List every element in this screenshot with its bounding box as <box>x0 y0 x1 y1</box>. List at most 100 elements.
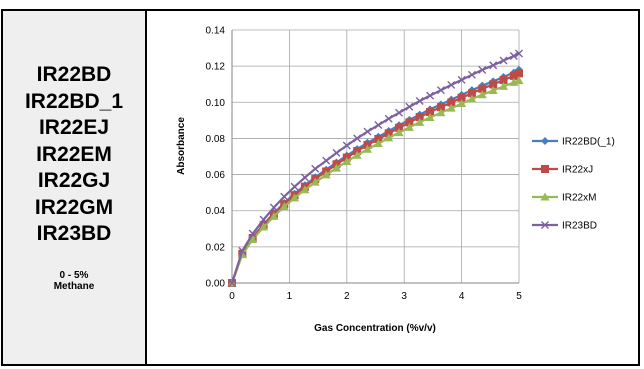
data-point <box>259 215 268 224</box>
data-point <box>332 148 341 157</box>
data-point <box>384 114 393 123</box>
x-axis-label: Gas Concentration (%v/v) <box>314 323 436 334</box>
data-point <box>238 246 247 255</box>
chart-area: 0.00 0.02 0.04 0.06 0.08 0.10 0.12 0.14 0 1 2 3 4 5 I… <box>147 11 640 364</box>
y-tick-label: 0.02 <box>206 242 226 253</box>
model-label: IR22EJ <box>38 116 110 139</box>
data-point <box>228 279 236 287</box>
model-label: IR22BD_1 <box>24 89 124 113</box>
data-point <box>331 163 341 172</box>
data-point <box>426 91 435 100</box>
y-tick-label: 0.12 <box>206 62 226 73</box>
series-line <box>230 79 520 284</box>
data-point <box>248 229 257 238</box>
data-point <box>404 122 414 131</box>
data-point <box>342 141 351 150</box>
model-label: IR22GJ <box>37 169 111 192</box>
data-point <box>300 185 310 194</box>
data-point <box>489 61 498 70</box>
series-1 <box>228 65 523 287</box>
data-point <box>457 93 466 102</box>
data-point <box>290 193 300 202</box>
data-point <box>405 118 414 127</box>
y-tick-label: 0.00 <box>206 279 226 290</box>
data-point <box>374 134 383 143</box>
data-point <box>280 192 289 201</box>
legend-entry: IR22xJ <box>532 165 593 176</box>
data-point <box>342 157 352 166</box>
data-point <box>457 99 467 108</box>
data-point <box>269 211 279 220</box>
data-point <box>395 123 404 132</box>
data-point <box>374 121 383 130</box>
figure-frame: IR22BD IR22BD_1 IR22EJ IR22EM IR22GJ IR2… <box>1 9 640 366</box>
data-point <box>279 202 289 211</box>
data-point <box>509 71 518 80</box>
data-point <box>515 49 523 58</box>
data-point <box>248 234 258 243</box>
data-point <box>353 134 362 143</box>
legend: IR22BD(_1) IR22xJ IR22xM IR23BD <box>532 137 615 232</box>
data-point <box>321 170 331 179</box>
data-point <box>436 103 445 112</box>
data-point <box>499 76 508 85</box>
y-tick-label: 0.04 <box>206 206 226 217</box>
x-tick-label: 0 <box>229 291 235 302</box>
data-point <box>514 76 524 85</box>
grid-layer <box>231 29 520 284</box>
data-point <box>352 150 362 159</box>
y-axis-label: Absorbance <box>176 117 187 175</box>
legend-label: IR23BD <box>562 221 597 232</box>
gas-range-label: 0 - 5% Methane <box>54 270 95 292</box>
series-layer <box>227 49 524 287</box>
model-label: IR22BD <box>36 63 112 86</box>
data-point <box>499 81 509 90</box>
data-point <box>363 127 372 136</box>
data-point <box>322 156 331 165</box>
x-tick-label: 4 <box>459 291 465 302</box>
range-text: 0 - 5% <box>59 269 89 281</box>
model-list: IR22BD IR22BD_1 IR22EJ IR22EM IR22GJ IR2… <box>25 62 123 248</box>
data-point <box>310 177 320 186</box>
data-point <box>259 222 269 231</box>
legend-entry: IR22BD(_1) <box>532 137 615 148</box>
data-point <box>478 65 487 74</box>
y-tick-label: 0.06 <box>206 170 226 181</box>
absorbance-chart: 0.00 0.02 0.04 0.06 0.08 0.10 0.12 0.14 0 1 2 3 4 5 I… <box>176 26 615 335</box>
sensor-model-panel: IR22BD IR22BD_1 IR22EJ IR22EM IR22GJ IR2… <box>3 11 147 364</box>
x-tick-label: 2 <box>344 291 350 302</box>
legend-entry: IR23BD <box>532 221 597 232</box>
data-point <box>436 86 445 95</box>
data-point <box>467 94 477 103</box>
data-point <box>488 86 498 95</box>
data-point <box>467 70 476 79</box>
series-line <box>230 72 520 284</box>
x-tick-label: 1 <box>287 291 293 302</box>
data-point <box>446 103 456 112</box>
data-point <box>477 90 487 99</box>
gas-name-text: Methane <box>53 280 95 292</box>
y-tick-label: 0.10 <box>206 98 226 109</box>
data-point <box>384 129 393 138</box>
model-label: IR22EM <box>36 142 112 166</box>
data-point <box>489 80 498 89</box>
data-point <box>447 98 456 107</box>
data-point <box>384 133 394 142</box>
axis-layer: 0.00 0.02 0.04 0.06 0.08 0.10 0.12 0.14 0 1 2 3 4 5 <box>206 26 523 303</box>
model-label: IR23BD <box>36 222 112 245</box>
y-tick-label: 0.08 <box>206 134 226 145</box>
data-point <box>425 112 435 121</box>
data-point <box>394 128 404 137</box>
legend-label: IR22BD(_1) <box>562 137 615 148</box>
series-3 <box>227 76 524 287</box>
data-point <box>499 56 508 65</box>
model-label: IR22GM <box>34 195 114 219</box>
legend-entry: IR22xM <box>532 192 596 204</box>
data-point <box>362 144 372 153</box>
legend-marker <box>540 192 550 201</box>
x-tick-label: 5 <box>516 291 522 302</box>
data-point <box>478 84 487 93</box>
data-point <box>311 164 320 173</box>
data-point <box>426 108 435 117</box>
data-point <box>515 69 523 78</box>
